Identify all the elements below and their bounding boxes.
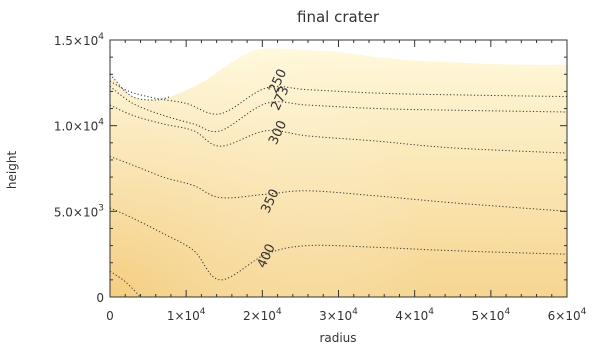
- y-tick-label: 0: [96, 291, 104, 305]
- x-tick-label: 1×104: [167, 307, 206, 323]
- plot-area: [110, 48, 567, 297]
- contour-line-250: [110, 80, 567, 115]
- y-tick-label: 1.0×104: [54, 118, 104, 134]
- y-axis-label: height: [5, 151, 19, 190]
- x-tick-label: 4×104: [395, 307, 434, 323]
- crater-fill-shading: [110, 48, 567, 297]
- contour-line-400: [110, 207, 567, 281]
- y-tick-label: 1.5×104: [54, 32, 104, 48]
- y-axis-ticks: 0 5.0×103 1.0×104 1.5×104: [54, 32, 567, 305]
- chart-title: final crater: [297, 8, 380, 26]
- x-tick-label: 6×104: [548, 307, 587, 323]
- contour-line-edge-5: [110, 270, 141, 297]
- x-axis-ticks: 0 1×104 2×104 3×104 4×104 5×104 6×104: [106, 40, 587, 323]
- x-tick-label: 5×104: [471, 307, 510, 323]
- contour-line-273: [110, 85, 567, 133]
- x-axis-label: radius: [319, 331, 356, 345]
- x-tick-label: 0: [106, 309, 114, 323]
- x-tick-label: 3×104: [319, 307, 358, 323]
- contour-line-300: [110, 104, 567, 154]
- y-tick-label: 5.0×103: [54, 203, 104, 219]
- contour-lines: [110, 73, 567, 297]
- x-tick-label: 2×104: [243, 307, 282, 323]
- contour-line-350: [110, 156, 567, 212]
